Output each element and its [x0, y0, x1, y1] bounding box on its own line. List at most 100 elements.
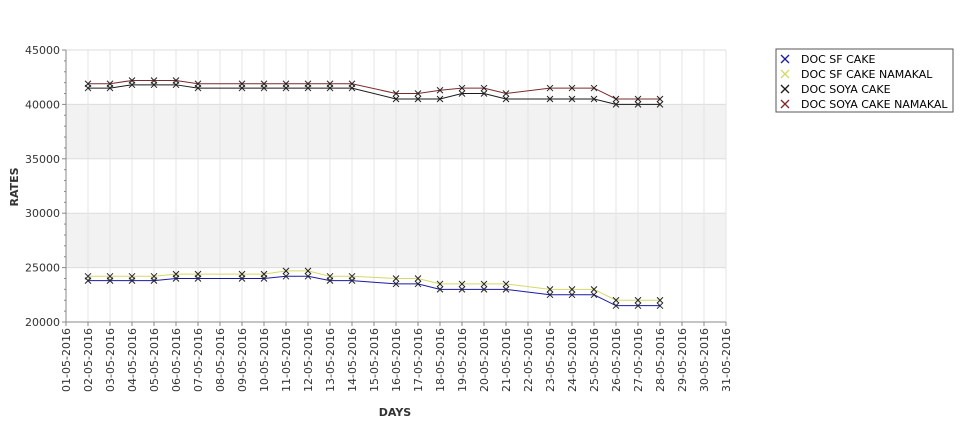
- data-point-marker: [612, 101, 620, 108]
- data-point-marker: [502, 286, 510, 293]
- x-tick-label: 21-05-2016: [500, 328, 513, 392]
- x-tick-label: 13-05-2016: [324, 328, 337, 392]
- data-point-marker: [348, 272, 356, 280]
- data-point-marker: [458, 84, 466, 92]
- x-tick-label: 22-05-2016: [522, 328, 535, 392]
- data-point-marker: [634, 302, 642, 310]
- legend-marker: [780, 69, 790, 79]
- series-line: [88, 79, 660, 100]
- data-point-marker: [260, 80, 268, 88]
- data-point-marker: [304, 80, 312, 88]
- x-tick-label: 19-05-2016: [456, 328, 469, 392]
- series-line: [88, 275, 660, 307]
- data-point-marker: [502, 95, 510, 103]
- x-tick-label: 26-05-2016: [610, 328, 623, 392]
- data-point-marker: [436, 86, 444, 94]
- x-tick-label: 29-05-2016: [676, 328, 689, 392]
- data-point-marker: [634, 296, 642, 304]
- series-lines: [88, 79, 660, 307]
- x-tick-label: 15-05-2016: [368, 328, 381, 392]
- x-tick-label: 30-05-2016: [698, 328, 711, 392]
- series-line: [88, 84, 660, 105]
- data-point-marker: [128, 77, 136, 84]
- data-point-marker: [392, 90, 400, 97]
- x-tick-label: 05-05-2016: [148, 328, 161, 392]
- data-point-marker: [590, 84, 598, 92]
- x-tick-label: 10-05-2016: [258, 328, 271, 392]
- legend-frame: [775, 48, 954, 113]
- x-tick-label: 23-05-2016: [544, 328, 557, 392]
- x-tick-label: 06-05-2016: [170, 328, 183, 392]
- data-point-marker: [612, 95, 620, 103]
- data-point-marker: [392, 275, 400, 282]
- legend: DOC SF CAKE DOC SF CAKE NAMAKAL DOC SOYA C…: [775, 48, 954, 113]
- data-point-marker: [84, 80, 92, 88]
- data-point-marker: [480, 280, 488, 288]
- data-point-marker: [414, 90, 422, 97]
- data-point-marker: [568, 291, 576, 299]
- data-point-marker: [392, 280, 400, 288]
- data-point-marker: [612, 302, 620, 310]
- y-tick-label: 30000: [25, 207, 60, 220]
- data-point-marker: [106, 272, 114, 280]
- data-point-marker: [656, 101, 664, 108]
- x-tick-label: 12-05-2016: [302, 328, 315, 392]
- legend-label: DOC SF CAKE: [801, 53, 876, 66]
- legend-label: DOC SF CAKE NAMAKAL: [801, 68, 933, 81]
- legend-marker: [780, 84, 790, 94]
- data-point-marker: [590, 95, 598, 103]
- legend-label: DOC SOYA CAKE NAMAKAL: [801, 98, 948, 111]
- data-point-marker: [238, 80, 246, 88]
- legend-label: DOC SOYA CAKE: [801, 83, 891, 96]
- x-tick-label: 14-05-2016: [346, 328, 359, 392]
- x-tick-label: 09-05-2016: [236, 328, 249, 392]
- data-point-marker: [282, 267, 290, 275]
- data-point-marker: [590, 286, 598, 293]
- data-point-marker: [238, 270, 246, 278]
- x-tick-label: 02-05-2016: [82, 328, 95, 392]
- data-point-marker: [656, 302, 664, 310]
- data-point-marker: [260, 270, 268, 278]
- data-point-marker: [194, 80, 202, 88]
- data-point-marker: [150, 77, 158, 84]
- data-point-marker: [128, 272, 136, 280]
- data-point-marker: [436, 95, 444, 103]
- data-point-marker: [172, 270, 180, 278]
- data-point-marker: [304, 267, 312, 275]
- series-points: [84, 77, 664, 310]
- data-point-marker: [304, 272, 312, 280]
- data-point-marker: [84, 272, 92, 280]
- x-axis-title: DAYS: [379, 406, 412, 419]
- legend-marker: [780, 54, 790, 64]
- data-point-marker: [656, 95, 664, 103]
- series-line: [88, 270, 660, 301]
- data-point-marker: [568, 286, 576, 293]
- legend-marker: [780, 99, 790, 109]
- data-point-marker: [612, 296, 620, 304]
- x-tick-label: 31-05-2016: [720, 328, 733, 392]
- data-point-marker: [106, 80, 114, 88]
- x-tick-label: 03-05-2016: [104, 328, 117, 392]
- y-tick-label: 25000: [25, 262, 60, 275]
- x-tick-label: 20-05-2016: [478, 328, 491, 392]
- x-tick-labels: 01-05-2016 02-05-2016 03-05-2016 04-05-2016…: [60, 328, 733, 392]
- y-tick-label: 40000: [25, 98, 60, 111]
- data-point-marker: [172, 77, 180, 84]
- x-tick-label: 01-05-2016: [60, 328, 73, 392]
- data-point-marker: [546, 286, 554, 293]
- y-tick-label: 20000: [25, 316, 60, 329]
- data-point-marker: [194, 270, 202, 278]
- x-tick-label: 07-05-2016: [192, 328, 205, 392]
- x-tick-label: 08-05-2016: [214, 328, 227, 392]
- data-point-marker: [458, 280, 466, 288]
- data-point-marker: [634, 101, 642, 108]
- data-point-marker: [502, 90, 510, 97]
- data-point-marker: [546, 95, 554, 103]
- x-tick-label: 11-05-2016: [280, 328, 293, 392]
- data-point-marker: [546, 291, 554, 299]
- data-point-marker: [502, 280, 510, 288]
- data-point-marker: [282, 272, 290, 280]
- y-axis-title: RATES: [8, 167, 21, 206]
- data-point-marker: [348, 80, 356, 88]
